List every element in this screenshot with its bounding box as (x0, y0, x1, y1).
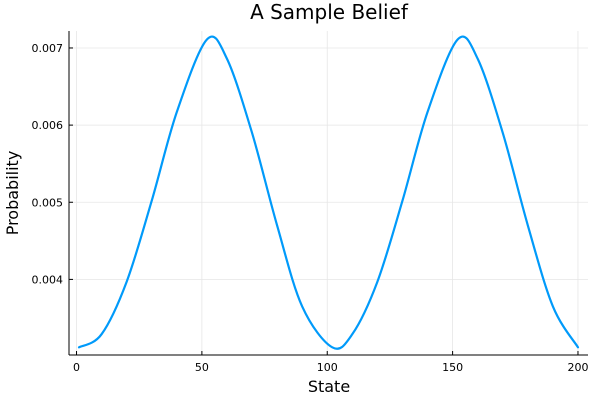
x-tick-label-0: 0 (73, 361, 80, 374)
series-layer (77, 35, 580, 350)
x-tick-label-3: 150 (442, 361, 463, 374)
y-tick-label-1: 0.005 (32, 196, 64, 209)
series-line-0 (77, 35, 580, 350)
ticks-layer: 0 50 100 150 200 0.004 0.005 0.006 0.007 (32, 42, 589, 374)
x-tick-label-1: 50 (195, 361, 209, 374)
x-axis-label: State (308, 377, 350, 396)
grid-layer (69, 31, 588, 355)
axes-layer (68, 31, 588, 356)
y-tick-label-0: 0.004 (32, 273, 64, 286)
y-tick-label-3: 0.007 (32, 42, 64, 55)
x-tick-label-4: 200 (567, 361, 588, 374)
chart-title: A Sample Belief (250, 0, 409, 24)
x-tick-label-2: 100 (317, 361, 338, 374)
y-tick-label-2: 0.006 (32, 119, 64, 132)
y-axis-label: Probability (3, 151, 22, 236)
